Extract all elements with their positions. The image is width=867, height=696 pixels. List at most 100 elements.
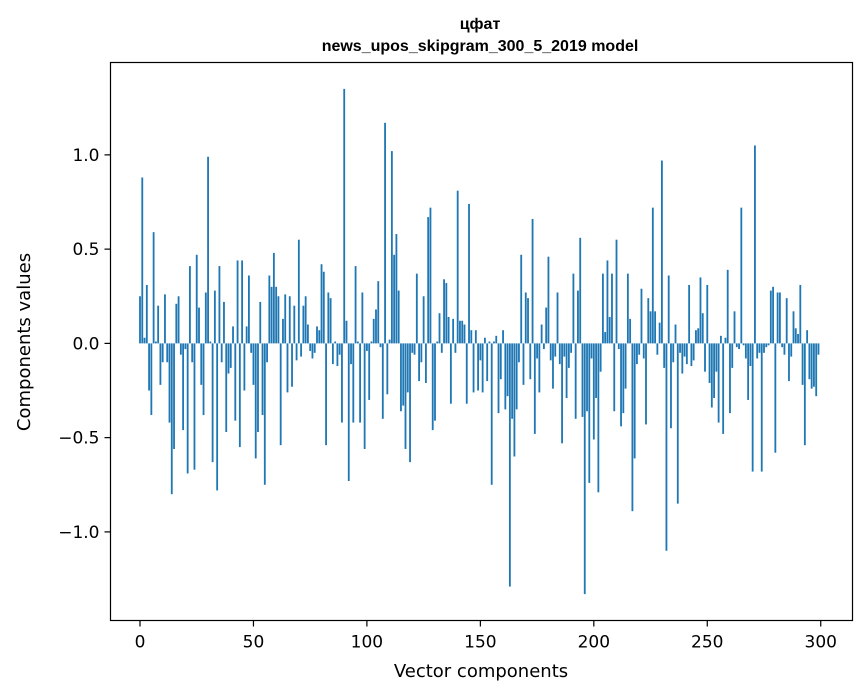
bar (738, 343, 740, 350)
y-tick-label: −0.5 (58, 429, 99, 449)
bar (170, 343, 173, 495)
bar (259, 301, 262, 344)
bar (350, 343, 352, 365)
bar (785, 298, 788, 344)
bar (486, 343, 489, 382)
bar (613, 343, 616, 412)
bar (202, 343, 205, 416)
bar (377, 281, 380, 344)
x-axis-ticks: 0 50 100 150 200 250 300 (135, 620, 837, 653)
bar (570, 343, 573, 353)
bar (227, 343, 230, 374)
x-axis-label: Vector components (394, 661, 568, 682)
bar (552, 343, 554, 389)
bar (195, 254, 198, 344)
bar (722, 343, 725, 434)
bar (309, 343, 312, 351)
bar (179, 343, 182, 355)
bar (245, 326, 248, 344)
bar (447, 316, 450, 344)
bar (733, 311, 736, 344)
bar (697, 328, 700, 344)
bar (794, 328, 797, 344)
bar (277, 296, 280, 344)
bar (159, 343, 162, 385)
bar (522, 343, 525, 385)
bar (325, 343, 327, 446)
bar (504, 343, 507, 410)
bar (463, 324, 466, 344)
bar (495, 335, 498, 344)
x-tick-label: 250 (691, 633, 723, 653)
bar (313, 343, 316, 353)
bar (311, 343, 314, 359)
bar (611, 273, 613, 344)
bar (139, 296, 141, 344)
bar (783, 343, 786, 355)
bar (275, 286, 278, 344)
bar (279, 343, 282, 446)
bar (574, 343, 577, 419)
bar (699, 277, 702, 344)
bar (617, 343, 620, 350)
bar (583, 343, 586, 595)
bar (563, 343, 566, 357)
bar (701, 313, 704, 344)
bar (420, 343, 423, 363)
bar (595, 343, 597, 399)
bar (145, 284, 148, 344)
bar (150, 343, 153, 416)
bar (393, 254, 396, 344)
plot-frame (109, 61, 854, 622)
bar (204, 292, 207, 344)
bar (774, 343, 777, 453)
bar (449, 343, 452, 404)
bar (223, 301, 225, 344)
bar (427, 217, 430, 344)
bar (166, 343, 169, 363)
bar (660, 160, 663, 344)
bar (363, 343, 366, 449)
bars-group (139, 88, 820, 595)
bar (341, 343, 343, 423)
bar (751, 343, 754, 472)
bar (524, 292, 527, 344)
bar (143, 337, 146, 344)
bar (479, 343, 482, 361)
bar (565, 343, 568, 399)
bar (527, 298, 529, 344)
bar (540, 324, 543, 344)
bar (304, 296, 307, 344)
bar (186, 343, 189, 474)
bar (708, 343, 711, 383)
bar (735, 343, 738, 348)
bar (744, 343, 747, 359)
bar (236, 260, 239, 344)
bar (651, 207, 654, 344)
bar (173, 343, 175, 449)
bar (152, 232, 155, 344)
bar (817, 343, 820, 355)
bar (601, 273, 604, 344)
bar (724, 337, 727, 344)
bar (685, 343, 688, 365)
bar (293, 305, 296, 344)
bar (425, 343, 427, 383)
bar (234, 343, 237, 421)
bar (695, 330, 697, 344)
bar (291, 343, 293, 387)
bar (261, 343, 264, 416)
bar (769, 290, 772, 344)
y-axis-label: Components values (14, 253, 35, 431)
bar (790, 343, 793, 357)
bar (788, 343, 790, 382)
bar (704, 343, 706, 372)
bar (760, 343, 763, 472)
bar (238, 343, 241, 448)
bar (792, 311, 795, 344)
bar (676, 343, 679, 504)
bar (772, 286, 774, 344)
bar (713, 343, 715, 399)
bar (588, 343, 591, 483)
